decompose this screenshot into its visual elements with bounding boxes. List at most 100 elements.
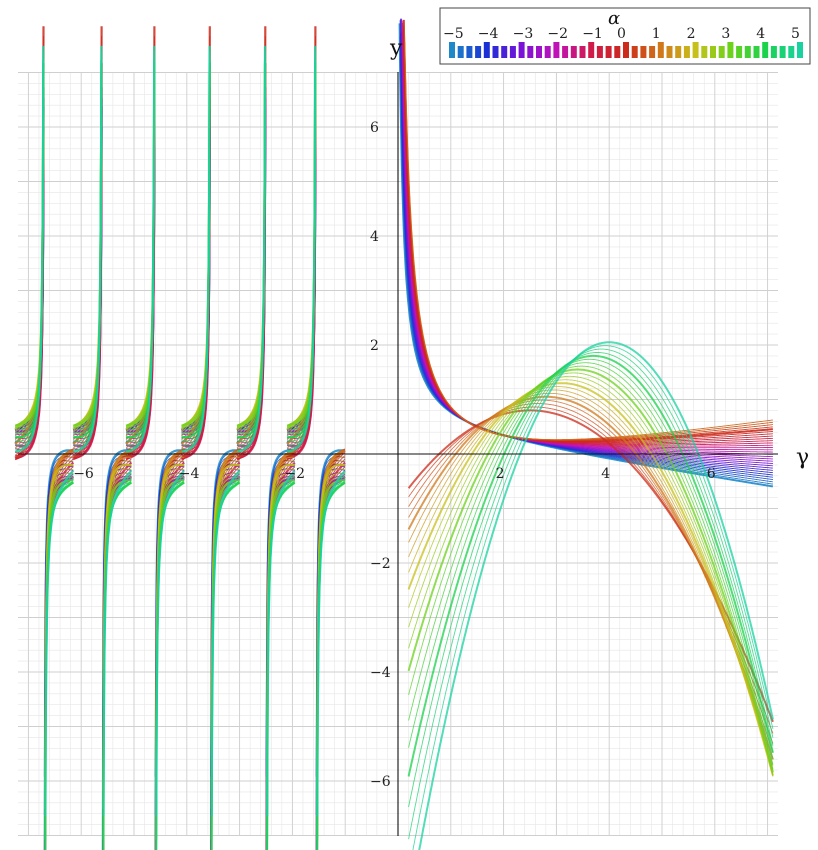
colorbar-swatch xyxy=(657,42,664,58)
axes xyxy=(18,72,778,836)
colorbar-swatch xyxy=(683,46,690,58)
series-line xyxy=(401,42,773,464)
colorbar-tick-label: −3 xyxy=(513,26,534,42)
series-line xyxy=(401,20,773,453)
colorbar-tick-label: −5 xyxy=(443,26,464,42)
series-line xyxy=(15,45,75,817)
series-line xyxy=(400,18,773,474)
series-line xyxy=(401,19,773,460)
y-tick-label: −4 xyxy=(370,665,391,681)
colorbar-swatch xyxy=(501,46,508,58)
y-tick-label: 4 xyxy=(370,229,379,245)
colorbar-swatch xyxy=(449,42,455,58)
colorbar-swatch xyxy=(753,46,760,58)
colorbar-swatch xyxy=(509,46,516,58)
colorbar-swatch xyxy=(744,46,751,58)
colorbar-tick-label: 2 xyxy=(687,26,696,42)
y-tick-label: 2 xyxy=(370,338,379,354)
colorbar-swatch xyxy=(675,46,682,58)
colorbar-swatch xyxy=(457,46,464,58)
series-line xyxy=(407,368,774,773)
colorbar-swatch xyxy=(736,46,743,58)
colorbar-swatch xyxy=(544,46,551,58)
series-line xyxy=(407,354,774,777)
series-line xyxy=(408,379,774,777)
series-line xyxy=(73,45,133,817)
colorbar-swatch xyxy=(536,46,542,58)
series-line xyxy=(408,348,774,840)
series-line xyxy=(404,42,773,441)
y-tick-label: −2 xyxy=(370,556,391,572)
x-tick-label: 4 xyxy=(601,466,610,482)
x-tick-label: 2 xyxy=(496,466,505,482)
colorbar-tick-label: −2 xyxy=(547,26,568,42)
colorbar-swatch xyxy=(797,42,803,58)
series-line xyxy=(401,31,773,462)
colorbar-swatch xyxy=(649,46,656,58)
colorbar-tick-label: 3 xyxy=(721,26,730,42)
tick-labels: −6 −4 −2 2 4 6 −6 −4 −2 2 4 6 xyxy=(73,120,716,790)
colorbar-swatch xyxy=(466,46,473,58)
series-line xyxy=(181,45,241,817)
colorbar-swatch xyxy=(605,46,612,58)
colorbar-swatch xyxy=(788,46,795,58)
colorbar-swatch xyxy=(762,42,769,58)
colorbar-swatch xyxy=(701,46,708,58)
colorbar-swatch xyxy=(614,46,621,58)
series-line xyxy=(236,45,296,817)
colorbar-tick-label: 5 xyxy=(791,26,800,42)
colorbar-tick-label: −4 xyxy=(478,26,499,42)
colorbar-swatch xyxy=(623,42,629,58)
curve-series xyxy=(14,18,774,850)
series-line xyxy=(412,345,774,850)
colorbar-swatch xyxy=(475,46,482,58)
colorbar-swatch xyxy=(727,42,734,58)
colorbar-swatch xyxy=(596,46,603,58)
series-line xyxy=(408,352,774,808)
series-line xyxy=(408,392,774,766)
colorbar-swatch xyxy=(518,42,525,58)
colorbar-swatch xyxy=(640,46,647,58)
x-tick-label: −6 xyxy=(73,466,94,482)
series-line xyxy=(403,39,773,442)
colorbar-title: α xyxy=(608,8,620,29)
colorbar-swatch xyxy=(718,46,725,58)
colorbar-swatch xyxy=(483,42,490,58)
series-line xyxy=(408,386,774,774)
series-line xyxy=(408,362,774,765)
colorbar-swatch xyxy=(588,42,595,58)
series-line xyxy=(287,45,346,817)
colorbar-swatch xyxy=(570,46,577,58)
colorbar-tick-label: 0 xyxy=(617,26,626,42)
colorbar-swatch xyxy=(527,46,534,58)
colorbar-swatch xyxy=(579,46,586,58)
y-tick-label: 6 xyxy=(370,120,379,136)
colorbar-swatch xyxy=(710,46,716,58)
x-tick-label: −2 xyxy=(284,466,305,482)
colorbar-swatch xyxy=(666,46,673,58)
series-line xyxy=(408,389,774,771)
colorbar-swatch xyxy=(770,46,777,58)
series-line xyxy=(408,358,774,760)
series-line xyxy=(407,382,774,776)
series-line xyxy=(398,23,774,488)
series-line xyxy=(408,365,774,770)
colorbar-legend: α −5 −4 −3 −2 −1 0 1 2 3 4 5 xyxy=(439,7,811,65)
colorbar-swatch xyxy=(492,46,499,58)
colorbar-swatch xyxy=(553,42,560,58)
colorbar-swatch xyxy=(779,46,786,58)
x-axis-label: γ xyxy=(796,445,809,470)
series-line xyxy=(408,375,774,777)
series-line xyxy=(408,372,774,775)
x-tick-label: 6 xyxy=(707,466,716,482)
series-line xyxy=(400,31,773,469)
y-axis-label: y xyxy=(389,36,403,61)
x-tick-label: −4 xyxy=(179,466,200,482)
colorbar-tick-label: 1 xyxy=(652,26,661,42)
colorbar-tick-label: −1 xyxy=(582,26,603,42)
colorbar-swatch xyxy=(631,46,638,58)
series-line xyxy=(126,45,185,817)
colorbar-swatch xyxy=(562,46,569,58)
y-tick-label: −6 xyxy=(370,774,391,790)
